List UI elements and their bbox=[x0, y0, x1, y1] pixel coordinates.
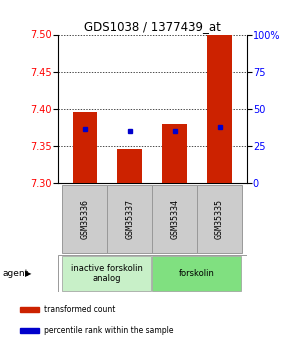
FancyBboxPatch shape bbox=[152, 185, 197, 253]
FancyBboxPatch shape bbox=[197, 185, 242, 253]
Text: GSM35336: GSM35336 bbox=[80, 199, 89, 239]
Bar bbox=[72, 112, 97, 183]
Text: inactive forskolin
analog: inactive forskolin analog bbox=[71, 264, 143, 283]
Title: GDS1038 / 1377439_at: GDS1038 / 1377439_at bbox=[84, 20, 221, 33]
Text: percentile rank within the sample: percentile rank within the sample bbox=[44, 326, 173, 335]
FancyBboxPatch shape bbox=[107, 185, 152, 253]
Text: GSM35337: GSM35337 bbox=[125, 199, 134, 239]
Text: agent: agent bbox=[3, 269, 29, 278]
FancyBboxPatch shape bbox=[62, 185, 107, 253]
Text: ▶: ▶ bbox=[25, 269, 31, 278]
Bar bbox=[20, 328, 39, 333]
Bar bbox=[20, 307, 39, 312]
Bar bbox=[207, 34, 232, 183]
Text: forskolin: forskolin bbox=[179, 269, 215, 278]
Text: transformed count: transformed count bbox=[44, 305, 115, 314]
FancyBboxPatch shape bbox=[62, 256, 151, 291]
Bar bbox=[162, 124, 187, 183]
Text: GSM35334: GSM35334 bbox=[170, 199, 179, 239]
Text: GSM35335: GSM35335 bbox=[215, 199, 224, 239]
FancyBboxPatch shape bbox=[152, 256, 241, 291]
Bar bbox=[117, 149, 142, 183]
